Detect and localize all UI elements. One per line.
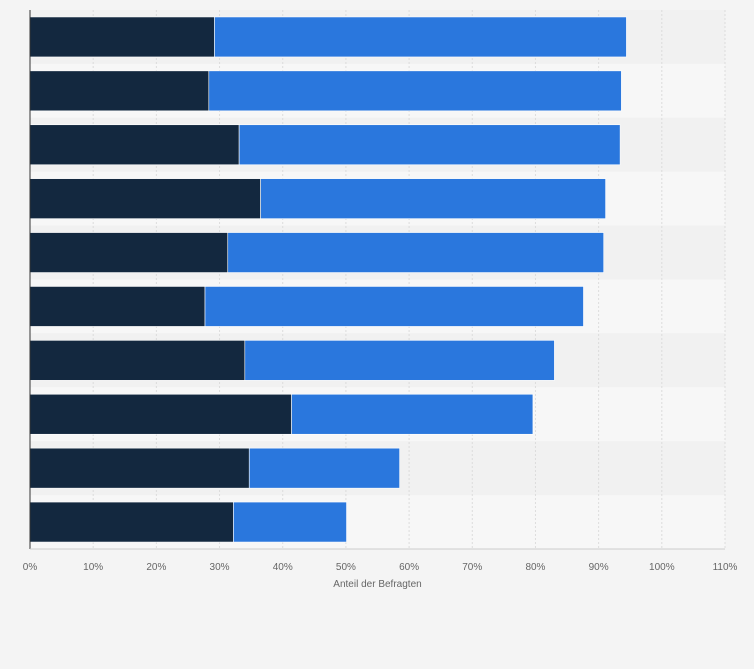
bar-segment-series-2[interactable] — [260, 178, 606, 219]
x-tick-label: 0% — [23, 562, 38, 573]
x-tick-label: 80% — [525, 562, 545, 573]
bar-segment-series-1[interactable] — [29, 286, 206, 327]
bar-segment-series-2[interactable] — [244, 340, 555, 381]
bar-segment-series-1[interactable] — [29, 447, 250, 489]
bar-segment-series-2[interactable] — [238, 124, 621, 166]
bar-segment-series-1[interactable] — [29, 393, 292, 435]
bar-segment-series-1[interactable] — [29, 124, 240, 166]
bar-segment-series-2[interactable] — [233, 501, 347, 543]
x-tick-label: 20% — [146, 562, 166, 573]
bar-segment-series-2[interactable] — [291, 393, 534, 435]
bar-segment-series-1[interactable] — [29, 70, 210, 112]
bar-segment-series-1[interactable] — [29, 178, 261, 219]
bar-segment-series-1[interactable] — [29, 232, 229, 273]
bar-segment-series-1[interactable] — [29, 340, 246, 381]
x-tick-label: 50% — [336, 562, 356, 573]
x-tick-label: 90% — [589, 562, 609, 573]
x-tick-label: 70% — [462, 562, 482, 573]
bar-segment-series-2[interactable] — [208, 70, 622, 112]
x-tick-label: 10% — [83, 562, 103, 573]
x-tick-labels: 0% 10% 20% 30% 40% 50% 60% 70% 80% 90% 100% 110% — [23, 562, 738, 573]
x-tick-label: 30% — [210, 562, 230, 573]
bar-segment-series-2[interactable] — [214, 16, 627, 58]
x-tick-label: 110% — [713, 562, 738, 573]
x-tick-label: 100% — [649, 562, 675, 573]
bar-segment-series-1[interactable] — [29, 501, 234, 543]
bars — [29, 16, 627, 543]
x-axis-title: Anteil der Befragten — [333, 579, 421, 590]
x-tick-label: 60% — [399, 562, 419, 573]
bar-segment-series-1[interactable] — [29, 16, 215, 58]
bar-segment-series-2[interactable] — [248, 447, 400, 489]
bar-segment-series-2[interactable] — [227, 232, 604, 273]
bar-segment-series-2[interactable] — [204, 286, 584, 327]
x-tick-label: 40% — [273, 562, 293, 573]
